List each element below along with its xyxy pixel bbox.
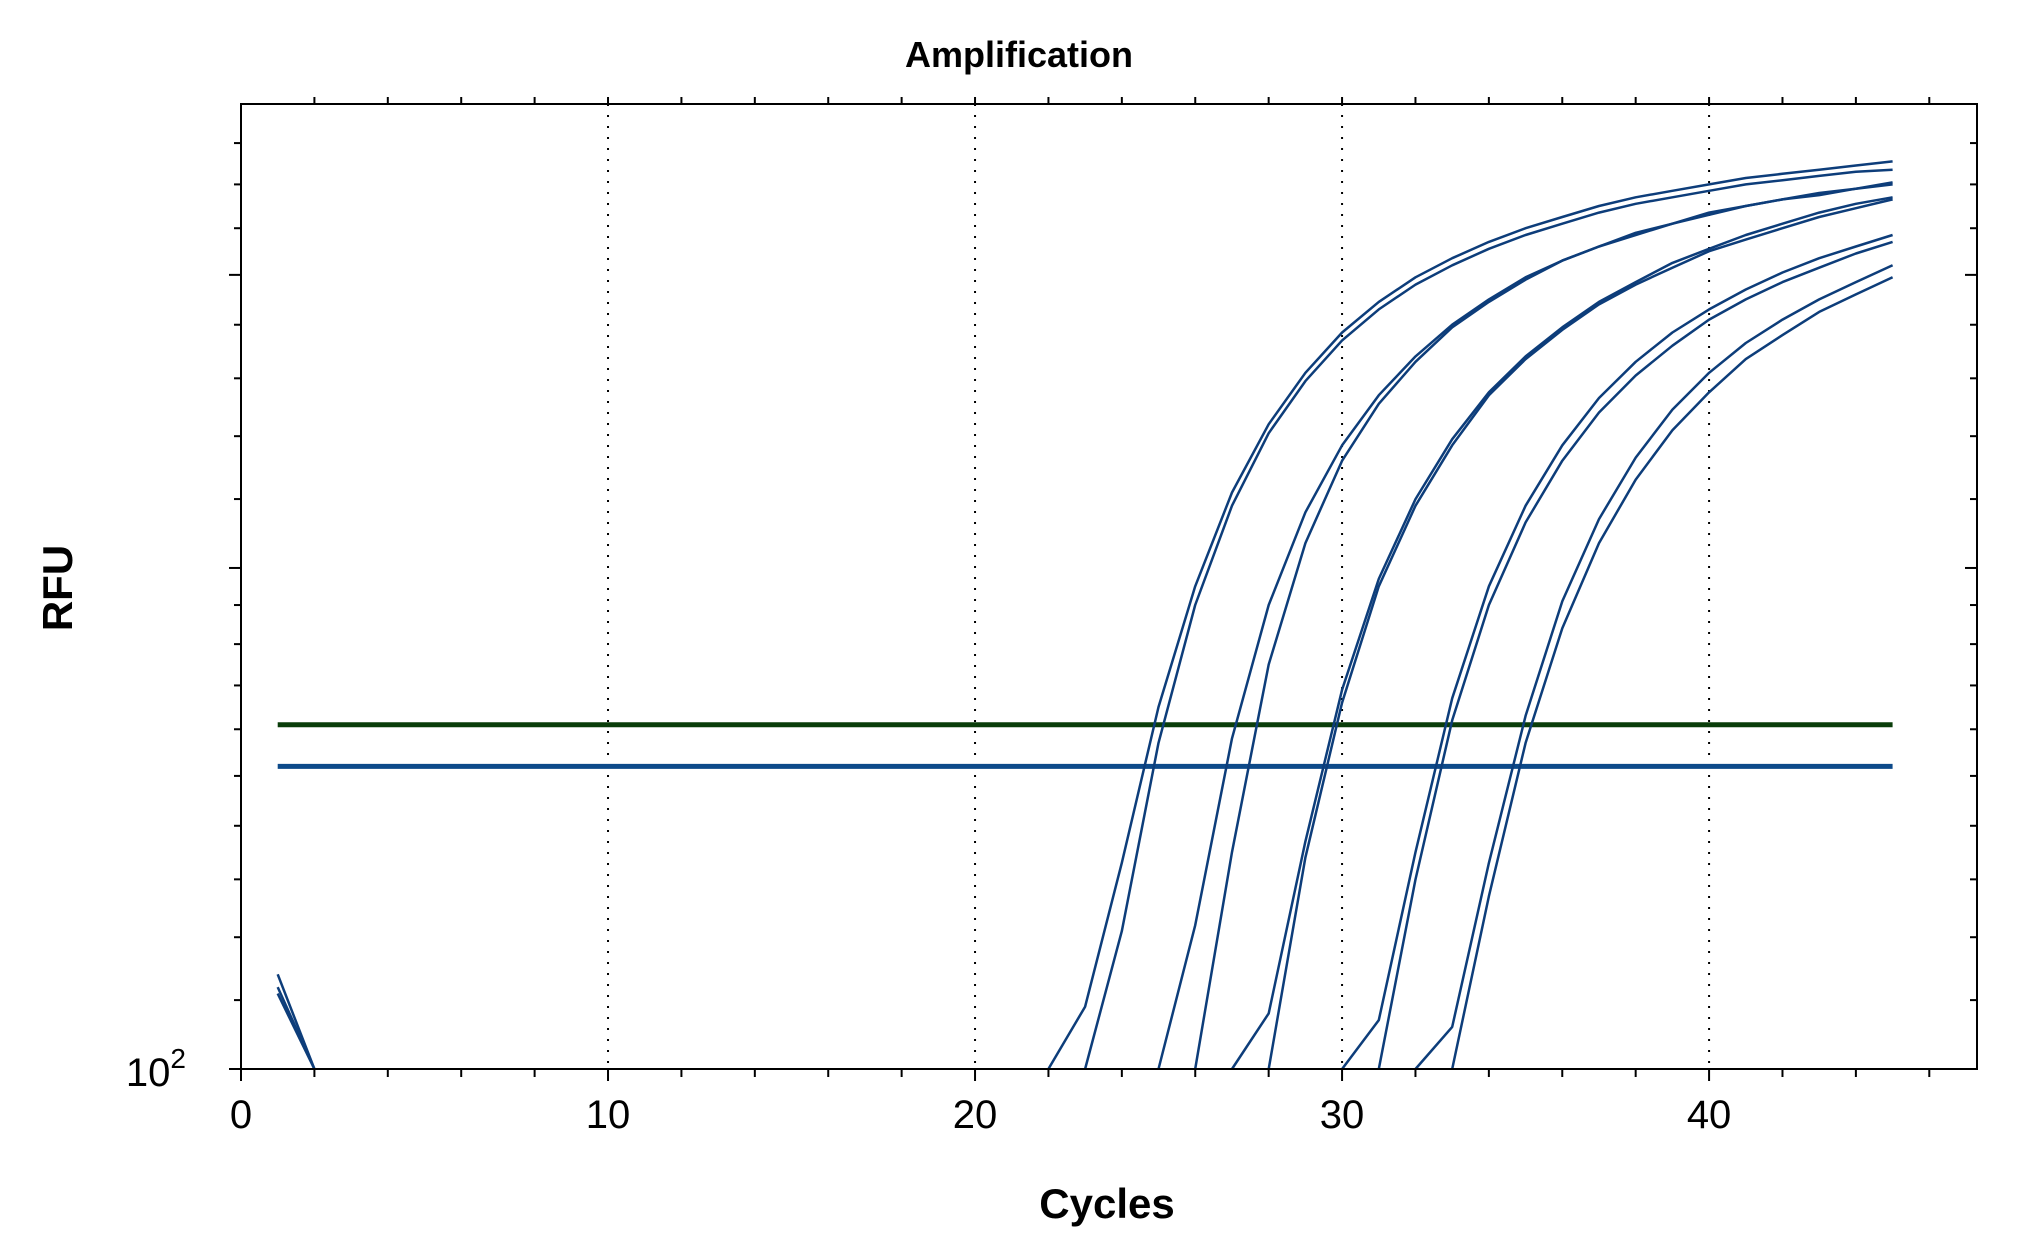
amplification-curve [1083,168,1893,1070]
x-tick-label: 40 [1687,1093,1732,1137]
amplification-curve [1377,240,1893,1070]
amplification-curve [1230,196,1893,1070]
grid-layer [607,104,1711,1069]
x-axis-label: Cycles [1039,1180,1174,1227]
y-tick-label-base: 10 [126,1051,171,1095]
amplification-curve [1414,264,1894,1070]
amplification-curve [1047,160,1893,1070]
plot-frame [240,103,1978,1070]
y-axis-label: RFU [34,545,81,631]
y-tick-label: 102 [126,1043,186,1095]
x-tick-label: 0 [230,1093,252,1137]
chart-title: Amplification [905,34,1133,75]
amplification-curve [1193,181,1893,1070]
amplification-curve [1450,276,1894,1070]
threshold-layer [277,722,1893,769]
series-layer [276,160,1894,1070]
amplification-curve [276,993,316,1070]
x-tick-label: 10 [586,1093,631,1137]
ticks-layer: 0 10 20 30 40 [229,97,1977,1137]
amplification-curve [1157,183,1893,1070]
amplification-curve [1267,198,1893,1070]
x-tick-label: 30 [1320,1093,1365,1137]
amplification-curve [1341,233,1893,1070]
y-tick-label-exponent: 2 [170,1043,186,1074]
x-tick-label: 20 [953,1093,998,1137]
